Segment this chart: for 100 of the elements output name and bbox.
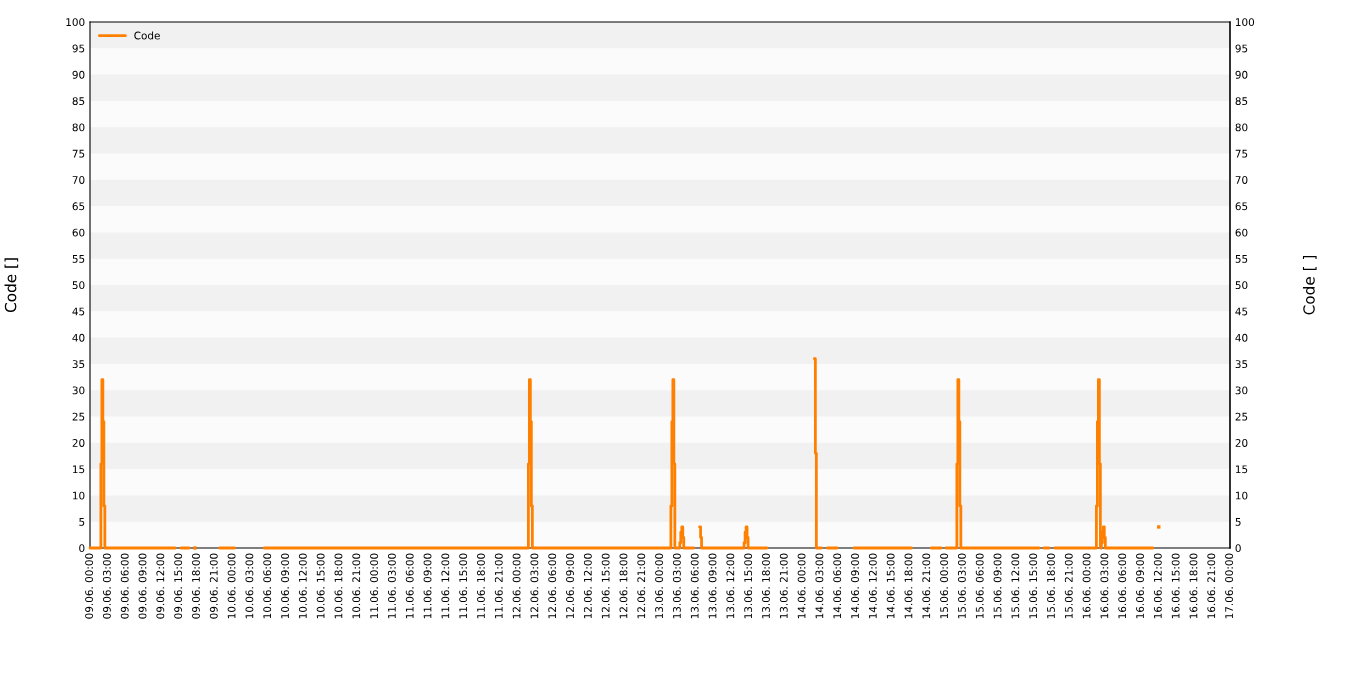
x-tick-label: 14.06. 15:00: [886, 553, 895, 619]
y2-tick-label: 85: [1235, 97, 1248, 106]
y-tick-label: 40: [72, 333, 85, 342]
y-tick-label: 10: [73, 491, 85, 500]
x-tick-label: 09.06. 15:00: [174, 553, 183, 619]
y-tick-label: 60: [72, 228, 85, 237]
y2-tick-label: 65: [1235, 202, 1248, 211]
y-tick-label: 20: [72, 439, 85, 447]
x-tick-label: 09.06. 21:00: [209, 553, 218, 619]
x-tick-label: 16.06. 15:00: [1171, 553, 1180, 619]
x-tick-label: 14.06. 18:00: [904, 553, 913, 619]
x-tick-label: 12.06. 09:00: [566, 553, 574, 619]
y-tick-label: 75: [72, 149, 85, 158]
x-tick-label: 14.06. 21:00: [922, 553, 931, 619]
y2-tick-label: 90: [1235, 70, 1248, 79]
x-tick-label: 13.06. 00:00: [655, 553, 664, 619]
x-tick-label: 09.06. 00:00: [85, 553, 94, 619]
x-tick-label: 13.06. 09:00: [708, 553, 717, 619]
y-axis-title: Code []: [4, 258, 19, 313]
y-tick-label: 35: [72, 360, 85, 369]
x-tick-label: 09.06. 06:00: [120, 553, 129, 619]
x-tick-label: 15.06. 21:00: [1064, 553, 1073, 619]
y-tick-label: 45: [72, 307, 85, 316]
x-tick-label: 14.06. 03:00: [815, 553, 824, 619]
x-tick-label: 10.06. 03:00: [245, 553, 254, 619]
y2-tick-label: 100: [1236, 18, 1255, 27]
y-tick-label: 95: [72, 44, 85, 53]
x-tick-label: 14.06. 00:00: [797, 553, 806, 619]
x-tick-label: 15.06. 18:00: [1047, 553, 1055, 619]
y2-tick-label: 45: [1235, 307, 1248, 316]
y2-tick-label: 5: [1235, 518, 1241, 526]
y-tick-label: 85: [72, 97, 85, 106]
x-tick-label: 13.06. 21:00: [779, 553, 788, 619]
x-tick-label: 16.06. 03:00: [1100, 553, 1109, 619]
x-tick-label: 13.06. 12:00: [726, 553, 735, 619]
x-tick-label: 12.06. 12:00: [583, 553, 592, 619]
x-tick-label: 12.06. 03:00: [530, 553, 539, 619]
y-tick-label: 0: [79, 544, 85, 553]
y2-tick-label: 80: [1235, 123, 1248, 132]
x-tick-label: 09.06. 03:00: [102, 553, 111, 619]
x-tick-label: 16.06. 18:00: [1189, 553, 1198, 619]
x-tick-label: 12.06. 06:00: [548, 553, 557, 619]
y-tick-label: 30: [72, 386, 85, 395]
y2-axis-title: Code [ ]: [1302, 255, 1317, 315]
y-tick-label: 5: [79, 518, 85, 526]
x-tick-label: 10.06. 00:00: [227, 553, 236, 619]
x-tick-label: 13.06. 03:00: [672, 553, 681, 619]
x-tick-label: 11.06. 12:00: [441, 553, 450, 619]
x-tick-label: 14.06. 12:00: [868, 553, 877, 619]
x-tick-label: 12.06. 18:00: [619, 553, 628, 619]
x-tick-label: 09.06. 18:00: [192, 553, 200, 619]
x-tick-label: 10.06. 09:00: [281, 553, 289, 619]
x-tick-label: 09.06. 12:00: [156, 553, 165, 619]
y2-tick-label: 25: [1235, 412, 1248, 421]
y2-tick-label: 50: [1235, 281, 1248, 290]
y2-tick-label: 20: [1235, 439, 1248, 447]
y2-tick-label: 75: [1235, 149, 1248, 158]
x-tick-label: 16.06. 00:00: [1082, 553, 1091, 619]
x-tick-label: 10.06. 06:00: [263, 553, 272, 619]
x-tick-label: 11.06. 09:00: [423, 553, 432, 619]
y2-tick-label: 60: [1235, 228, 1248, 237]
y2-tick-label: 0: [1235, 544, 1241, 553]
x-tick-label: 12.06. 21:00: [637, 553, 646, 619]
y-tick-label: 70: [72, 176, 85, 184]
x-tick-label: 14.06. 09:00: [851, 553, 859, 619]
x-tick-label: 15.06. 00:00: [940, 553, 949, 619]
y-tick-label: 50: [72, 281, 85, 290]
x-tick-label: 15.06. 12:00: [1011, 553, 1020, 619]
x-tick-label: 13.06. 15:00: [744, 553, 753, 619]
x-tick-label: 10.06. 12:00: [298, 553, 307, 619]
x-tick-label: 15.06. 06:00: [975, 553, 984, 619]
y-tick-label: 55: [72, 255, 85, 263]
x-tick-label: 13.06. 06:00: [690, 553, 699, 619]
x-tick-label: 15.06. 03:00: [957, 553, 966, 619]
x-tick-label: 13.06. 18:00: [762, 553, 770, 619]
x-tick-label: 11.06. 06:00: [405, 553, 414, 619]
x-tick-label: 16.06. 21:00: [1207, 553, 1216, 619]
x-tick-label: 12.06. 00:00: [512, 553, 521, 619]
x-tick-label: 14.06. 06:00: [833, 553, 842, 619]
y2-tick-label: 10: [1236, 491, 1248, 500]
y2-tick-label: 70: [1235, 176, 1248, 184]
x-tick-label: 10.06. 18:00: [334, 553, 343, 619]
x-tick-label: 15.06. 09:00: [993, 553, 1002, 619]
x-tick-label: 12.06. 15:00: [601, 553, 610, 619]
y-tick-label: 25: [72, 412, 85, 421]
y2-tick-label: 55: [1235, 255, 1248, 263]
y-tick-label: 80: [72, 123, 85, 132]
x-tick-label: 15.06. 15:00: [1029, 553, 1038, 619]
x-tick-label: 11.06. 15:00: [459, 553, 468, 619]
y-tick-label: 90: [72, 70, 85, 79]
x-tick-label: 16.06. 12:00: [1153, 553, 1162, 619]
x-tick-label: 09.06. 09:00: [138, 553, 147, 619]
x-tick-label: 11.06. 03:00: [387, 553, 396, 619]
y2-tick-label: 35: [1235, 360, 1248, 369]
y2-tick-label: 30: [1235, 386, 1248, 395]
y-tick-label: 100: [66, 18, 85, 27]
x-tick-label: 16.06. 06:00: [1118, 553, 1127, 619]
y2-tick-label: 95: [1235, 44, 1248, 53]
x-tick-label: 11.06. 21:00: [494, 553, 503, 619]
legend-label: Code: [134, 31, 160, 40]
